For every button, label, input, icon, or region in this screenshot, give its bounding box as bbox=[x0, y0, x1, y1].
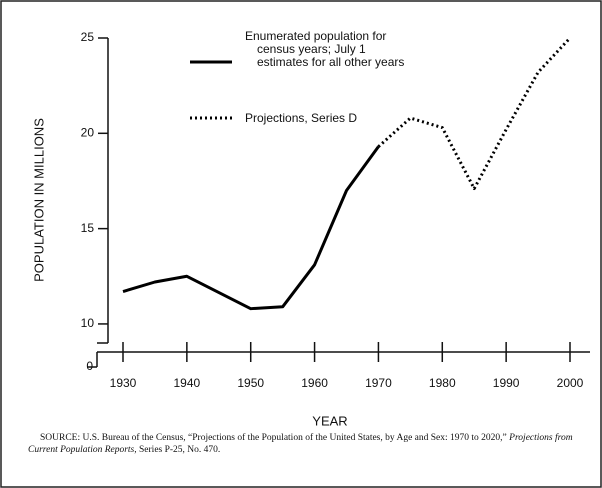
source-text: Series P-25, No. 470. bbox=[139, 445, 221, 455]
legend-label: Enumerated population for census years; … bbox=[245, 29, 405, 69]
y-axis-label: POPULATION IN MILLIONS bbox=[31, 118, 46, 282]
y-tick-label: 0 bbox=[86, 359, 93, 373]
y-tick-label: 20 bbox=[81, 125, 95, 139]
y-tick-label: 10 bbox=[81, 316, 95, 330]
source-text: SOURCE: U.S. Bureau of the Census, “Proj… bbox=[40, 433, 507, 443]
y-tick-label: 25 bbox=[81, 30, 95, 44]
x-axis-label: YEAR bbox=[312, 413, 347, 428]
x-tick-label: 1960 bbox=[301, 376, 328, 390]
series-line bbox=[122, 145, 380, 311]
legend-label: Projections, Series D bbox=[245, 111, 358, 125]
x-tick-label: 1950 bbox=[237, 376, 264, 390]
x-tick-label: 1940 bbox=[174, 376, 201, 390]
x-tick-label: 1930 bbox=[110, 376, 137, 390]
x-tick-label: 2000 bbox=[557, 376, 584, 390]
x-tick-label: 1970 bbox=[365, 376, 392, 390]
x-tick-label: 1990 bbox=[493, 376, 520, 390]
y-tick-label: 15 bbox=[81, 221, 95, 235]
source-note: SOURCE: U.S. Bureau of the Census, “Proj… bbox=[28, 432, 600, 456]
x-tick-label: 1980 bbox=[429, 376, 456, 390]
source-italic: Projections from Current Population Repo… bbox=[28, 433, 573, 455]
series-line bbox=[377, 36, 572, 191]
